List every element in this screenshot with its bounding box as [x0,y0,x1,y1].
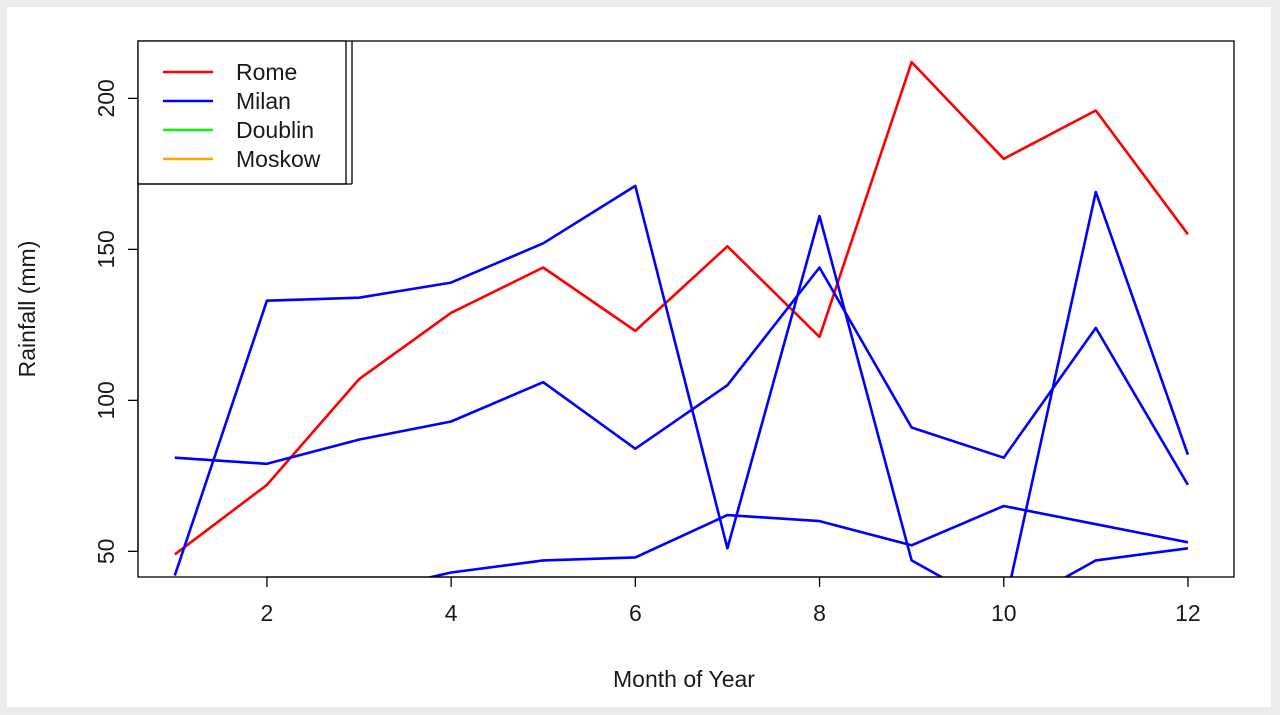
legend-label: Milan [236,88,291,114]
legend-label: Doublin [236,117,314,143]
y-axis: 50 100 150 200 [93,79,139,565]
rainfall-line-chart: 2 4 6 8 10 12 50 100 150 200 Month of Year Rainf… [14,40,1235,692]
x-tick-label: 10 [991,600,1017,626]
x-tick-label: 2 [261,600,274,626]
y-tick-label: 200 [93,79,119,117]
y-tick-label: 150 [93,230,119,268]
x-axis: 2 4 6 8 10 12 [261,576,1201,626]
x-axis-label: Month of Year [613,666,755,692]
legend-label: Rome [236,59,297,85]
x-tick-label: 6 [629,600,642,626]
plot-frame: 2 4 6 8 10 12 50 100 150 200 Month of Year Rainf… [7,7,1271,707]
x-tick-label: 8 [813,600,826,626]
x-tick-label: 12 [1175,600,1201,626]
legend-label: Moskow [236,146,321,172]
series-line-3 [174,266,1190,486]
y-tick-label: 50 [93,539,119,565]
y-axis-label: Rainfall (mm) [14,241,40,378]
legend: Rome Milan Doublin Moskow [137,40,353,185]
series-line-5 [1063,547,1189,577]
x-tick-label: 4 [445,600,458,626]
series-line-1 [174,60,1189,556]
y-tick-label: 100 [93,381,119,419]
series-line-4 [425,504,1189,577]
series-line-2 [173,184,1190,577]
